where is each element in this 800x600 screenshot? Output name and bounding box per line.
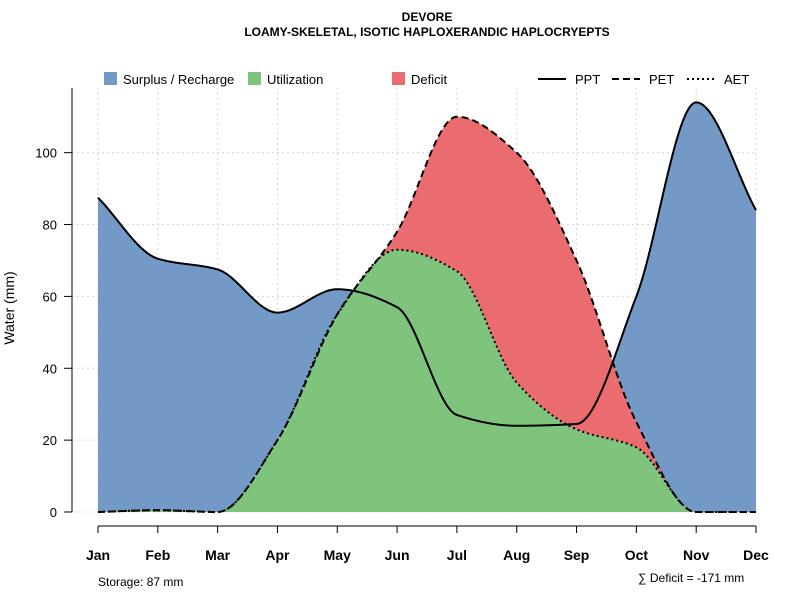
x-tick-label-jan: Jan [86, 547, 110, 563]
legend-swatch-deficit [392, 72, 405, 85]
series-line-pet [97, 115, 756, 513]
x-tick-label-apr: Apr [265, 547, 290, 563]
legend-swatch-surplus [104, 72, 117, 85]
x-tick-label-dec: Dec [743, 547, 769, 563]
deficit-note: ∑ Deficit = -171 mm [638, 571, 744, 585]
y-tick-label: 0 [50, 505, 57, 520]
x-tick-label-feb: Feb [145, 547, 170, 563]
series-line-aet [97, 248, 756, 513]
axes: 0 20 40 60 80 100 Jan Feb Mar Apr May Jun Jul Aug Sep O… [35, 88, 769, 563]
y-tick-label: 40 [43, 361, 57, 376]
legend-label-deficit: Deficit [411, 72, 448, 87]
area-surplus-over-pet [98, 102, 756, 513]
x-tick-label-jul: Jul [447, 547, 467, 563]
chart-subtitle: LOAMY-SKELETAL, ISOTIC HAPLOXERANDIC HAP… [244, 25, 609, 39]
legend-swatch-utilization [248, 72, 261, 85]
series-lines [97, 101, 757, 513]
legend-label-surplus: Surplus / Recharge [123, 72, 234, 87]
x-tick-label-nov: Nov [683, 547, 710, 563]
y-tick-label: 20 [43, 433, 57, 448]
legend: Surplus / Recharge Utilization Deficit P… [104, 72, 749, 87]
x-tick-label-mar: Mar [205, 547, 230, 563]
y-axis-label: Water (mm) [1, 271, 17, 344]
x-tick-label-aug: Aug [503, 547, 530, 563]
legend-label-pet: PET [649, 72, 674, 87]
legend-label-utilization: Utilization [267, 72, 323, 87]
legend-label-ppt: PPT [575, 72, 600, 87]
y-tick-label: 60 [43, 289, 57, 304]
x-tick-label-sep: Sep [564, 547, 590, 563]
areas [98, 102, 756, 513]
x-tick-label-oct: Oct [625, 547, 649, 563]
y-tick-label: 100 [35, 146, 57, 161]
y-tick-label: 80 [43, 218, 57, 233]
series-line-ppt [97, 101, 757, 427]
storage-note: Storage: 87 mm [98, 575, 183, 589]
x-tick-label-may: May [324, 547, 351, 563]
chart-title: DEVORE [402, 10, 453, 24]
legend-label-aet: AET [724, 72, 749, 87]
x-tick-label-jun: Jun [385, 547, 410, 563]
area-utilization [98, 249, 756, 512]
